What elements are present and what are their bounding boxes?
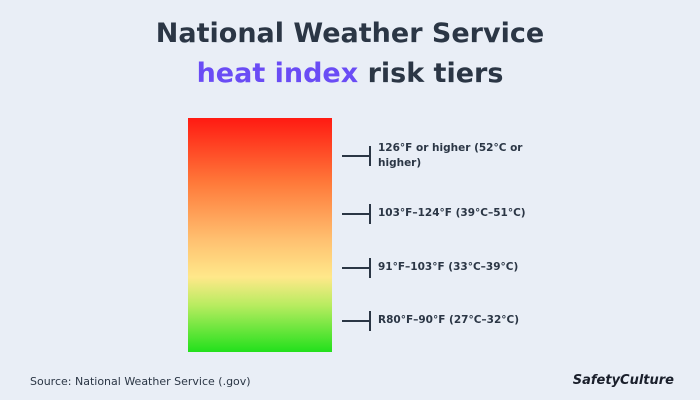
title: National Weather Service <box>155 18 545 49</box>
title: heat index risk tiers <box>0 58 700 89</box>
logo: SafetyCulture <box>572 373 674 388</box>
source: Source: National Weather Service (.gov) <box>30 375 251 388</box>
tier-label: 91°F–103°F (33°C–39°C) <box>378 261 519 273</box>
title-rest: risk tiers <box>367 58 504 89</box>
tier-label: R80°F–90°F (27°C–32°C) <box>378 314 520 326</box>
title-highlight: heat index <box>196 58 359 89</box>
gradient-bar <box>188 118 332 352</box>
tier-label: 103°F–124°F (39°C–51°C) <box>378 207 526 219</box>
tier-label: 126°F or higher (52°C or higher) <box>378 142 523 169</box>
